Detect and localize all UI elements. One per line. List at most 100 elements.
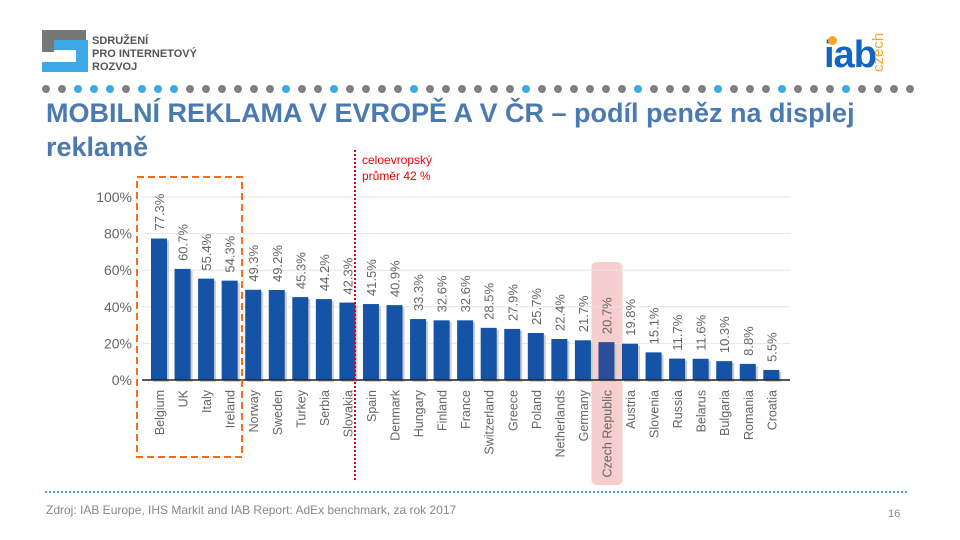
x-tick-label: France	[459, 390, 473, 429]
data-label: 15.1%	[647, 307, 662, 344]
decorative-dot	[106, 85, 114, 93]
bar	[362, 304, 379, 380]
page-title: MOBILNÍ REKLAMA V EVROPĚ A V ČR – podíl …	[46, 98, 855, 162]
y-tick-label: 0%	[112, 372, 132, 388]
decorative-dot	[170, 85, 178, 93]
decorative-dot	[42, 85, 50, 93]
decorative-dot	[90, 85, 98, 93]
decorative-dot	[186, 85, 194, 93]
x-tick-label: Bulgaria	[718, 390, 732, 436]
bar	[480, 327, 497, 380]
top-four-box	[136, 176, 243, 458]
data-label: 5.5%	[764, 332, 779, 362]
decorative-dot	[586, 85, 594, 93]
decorative-dot	[426, 85, 434, 93]
bar	[151, 238, 167, 380]
decorative-dot	[330, 85, 338, 93]
data-label: 10.3%	[717, 316, 732, 353]
x-tick-label: Sweden	[271, 390, 285, 435]
decorative-dot	[874, 85, 882, 93]
decorative-dot	[394, 85, 402, 93]
x-tick-label: Denmark	[389, 389, 403, 440]
bar	[315, 299, 332, 380]
data-label: 42.3%	[340, 257, 355, 294]
data-label: 8.8%	[741, 326, 756, 356]
x-tick-label: Germany	[577, 389, 591, 441]
y-tick-label: 80%	[104, 226, 132, 242]
bar	[221, 280, 238, 380]
data-label: 55.4%	[199, 233, 214, 270]
x-tick-label: Austria	[624, 390, 638, 429]
data-label: 77.3%	[152, 193, 167, 230]
decorative-dot	[506, 85, 514, 93]
data-label: 11.7%	[670, 314, 685, 350]
decorative-dot	[634, 85, 642, 93]
decorative-dot	[410, 85, 418, 93]
decorative-dot	[714, 85, 722, 93]
data-label: 22.4%	[552, 294, 567, 331]
x-tick-label: Serbia	[318, 390, 332, 426]
decorative-dot	[602, 85, 610, 93]
data-label: 40.9%	[388, 260, 403, 297]
decorative-dot	[122, 85, 130, 93]
x-tick-label: Romania	[742, 390, 756, 440]
decorative-dot	[314, 85, 322, 93]
iab-logo: iab czech	[824, 14, 904, 76]
data-label: 19.8%	[623, 298, 638, 335]
logo-line: PRO INTERNETOVÝ	[92, 48, 197, 60]
x-tick-label: Finland	[436, 390, 450, 431]
bar	[457, 320, 474, 380]
decorative-dot	[154, 85, 162, 93]
decorative-dot	[250, 85, 258, 93]
decorative-dot	[442, 85, 450, 93]
decorative-dot	[762, 85, 770, 93]
annotation-line: celoevropský	[362, 153, 433, 167]
y-tick-label: 60%	[104, 262, 132, 278]
source-note: Zdroj: IAB Europe, IHS Markit and IAB Re…	[46, 503, 457, 517]
decorative-dot	[650, 85, 658, 93]
bar	[692, 358, 709, 380]
bar	[645, 352, 662, 380]
data-label: 20.7%	[599, 297, 614, 334]
data-label: 44.2%	[317, 254, 332, 291]
data-label: 11.6%	[694, 314, 709, 350]
bar	[716, 361, 733, 380]
bar	[292, 297, 309, 380]
bar	[598, 342, 615, 380]
x-tick-label: Spain	[365, 390, 379, 422]
x-tick-label: Switzerland	[483, 390, 497, 455]
decorative-dot	[858, 85, 866, 93]
decorative-dot	[842, 85, 850, 93]
decorative-dot	[282, 85, 290, 93]
page-number: 16	[888, 508, 901, 520]
y-tick-label: 20%	[104, 335, 132, 351]
bar	[527, 332, 544, 380]
bar	[198, 278, 215, 380]
sipr-logo	[42, 30, 88, 72]
x-tick-label: Greece	[506, 390, 520, 431]
decorative-dot	[138, 85, 146, 93]
data-label: 28.5%	[482, 283, 497, 320]
decorative-dot	[362, 85, 370, 93]
x-tick-label: Poland	[530, 390, 544, 429]
x-tick-label: Slovenia	[648, 390, 662, 438]
decorative-dot	[618, 85, 626, 93]
bar	[622, 343, 638, 380]
data-label: 45.3%	[293, 252, 308, 289]
decorative-dot	[666, 85, 674, 93]
data-label: 25.7%	[529, 288, 544, 325]
x-tick-label: Czech Republic	[600, 390, 614, 478]
y-tick-label: 40%	[104, 299, 132, 315]
decorative-dot	[266, 85, 274, 93]
average-annotation: celoevropský průměr 42 %	[362, 152, 432, 184]
data-label: 33.3%	[411, 274, 426, 311]
x-tick-label: Ireland	[224, 390, 238, 428]
decorative-dot	[682, 85, 690, 93]
bar	[174, 268, 191, 380]
bar	[739, 363, 756, 380]
x-tick-label: Norway	[247, 389, 261, 432]
x-tick-label: Belarus	[695, 390, 709, 432]
y-tick-label: 100%	[96, 189, 132, 205]
decorative-dot	[698, 85, 706, 93]
bar	[504, 328, 521, 380]
